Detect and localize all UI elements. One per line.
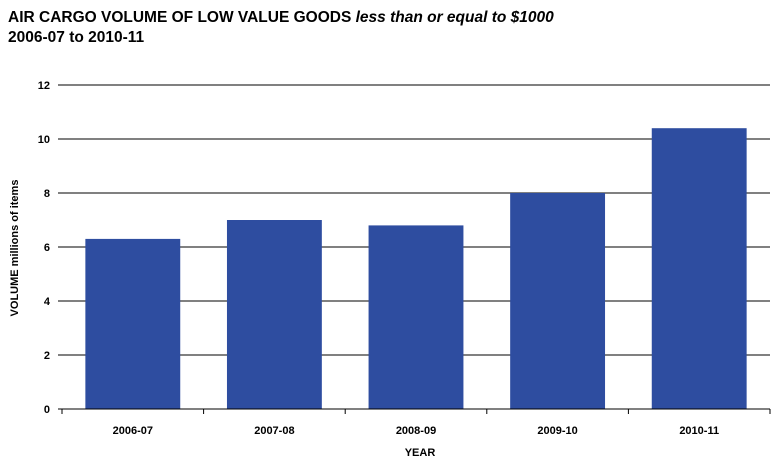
x-tick-label: 2006-07 <box>113 425 153 437</box>
chart-title-qualifier: less than or equal to $1000 <box>355 9 554 26</box>
x-tick-label: 2009-10 <box>537 425 577 437</box>
axes: 0 2 4 6 8 10 12 2006-07 2007-08 2008-09 2009-10 201… <box>38 80 771 437</box>
bar-2010-11 <box>651 128 747 409</box>
x-tick-label: 2008-09 <box>396 425 436 437</box>
y-tick-label: 6 <box>44 242 50 254</box>
bar-2007-08 <box>226 220 322 409</box>
chart-subtitle: 2006-07 to 2010-11 <box>8 29 145 46</box>
y-tick-label: 0 <box>44 404 50 416</box>
bar-2006-07 <box>85 238 181 409</box>
x-tick-label: 2007-08 <box>254 425 294 437</box>
y-axis-label: VOLUME millions of items <box>9 180 21 317</box>
bar-2009-10 <box>510 193 606 409</box>
chart-title: AIR CARGO VOLUME OF LOW VALUE GOODS less… <box>8 8 554 48</box>
y-tick-label: 2 <box>44 350 50 362</box>
bars <box>85 128 747 409</box>
y-tick-label: 12 <box>38 80 50 92</box>
bar-2008-09 <box>368 225 464 409</box>
x-axis-label: YEAR <box>405 447 436 459</box>
x-tick-label: 2010-11 <box>679 425 719 437</box>
y-tick-label: 10 <box>38 134 50 146</box>
y-tick-label: 8 <box>44 188 50 200</box>
y-tick-label: 4 <box>44 296 51 308</box>
chart-title-main: AIR CARGO VOLUME OF LOW VALUE GOODS <box>8 9 352 26</box>
